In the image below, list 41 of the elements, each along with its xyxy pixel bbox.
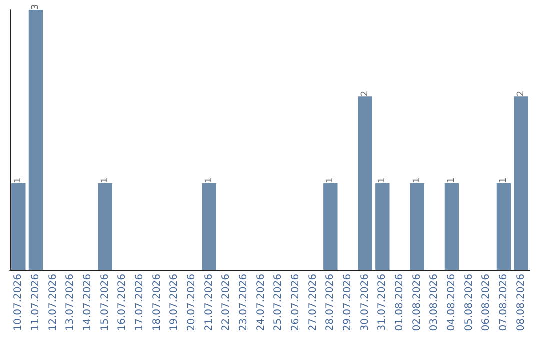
data-label: 1 (14, 178, 24, 184)
x-tick-label: 20.07.2026 (186, 274, 198, 332)
data-label: 2 (516, 90, 526, 97)
data-label: 1 (100, 178, 110, 184)
data-label: 1 (412, 178, 422, 184)
x-tick-label: 10.07.2026 (13, 274, 24, 332)
x-tick-label: 16.07.2026 (117, 274, 128, 332)
x-tick-label: 05.08.2026 (464, 274, 475, 332)
x-tick-label: 26.07.2026 (290, 274, 302, 332)
x-tick-label: 07.08.2026 (498, 274, 510, 332)
data-label: 1 (204, 178, 214, 184)
x-tick-label: 02.08.2026 (412, 274, 423, 332)
x-tick-label: 11.07.2026 (30, 274, 42, 332)
data-label: 1 (326, 178, 336, 184)
x-tick-label: 12.07.2026 (48, 274, 59, 332)
x-tick-label: 22.07.2026 (221, 274, 232, 332)
x-tick-label: 28.07.2026 (325, 274, 336, 332)
x-tick-label: 29.07.2026 (342, 274, 354, 332)
x-tick-label: 01.08.2026 (394, 274, 406, 332)
x-tick-label: 14.07.2026 (82, 274, 94, 332)
x-tick-label: 19.07.2026 (169, 274, 180, 332)
data-label: 1 (447, 178, 457, 184)
x-tick-label: 04.08.2026 (446, 274, 458, 332)
data-label: 1 (378, 178, 388, 184)
x-tick-label: 25.07.2026 (273, 274, 284, 332)
x-tick-label: 24.07.2026 (256, 274, 267, 332)
x-tick-label: 15.07.2026 (100, 274, 111, 332)
x-tick-label: 17.07.2026 (134, 274, 146, 332)
data-label: 1 (499, 178, 509, 184)
x-tick-label: 21.07.2026 (204, 274, 215, 332)
x-tick-label: 08.08.2026 (516, 274, 527, 332)
x-tick-label: 18.07.2026 (152, 274, 163, 332)
x-tick-label: 30.07.2026 (360, 274, 371, 332)
x-tick-label: 13.07.2026 (65, 274, 76, 332)
x-tick-label: 03.08.2026 (429, 274, 440, 332)
x-tick-label: 27.07.2026 (308, 274, 319, 332)
x-tick-label: 31.07.2026 (377, 274, 388, 332)
data-label: 3 (31, 4, 41, 10)
x-tick-label: 23.07.2026 (238, 274, 250, 332)
x-tick-label: 06.08.2026 (481, 274, 492, 332)
data-label: 2 (360, 90, 370, 97)
